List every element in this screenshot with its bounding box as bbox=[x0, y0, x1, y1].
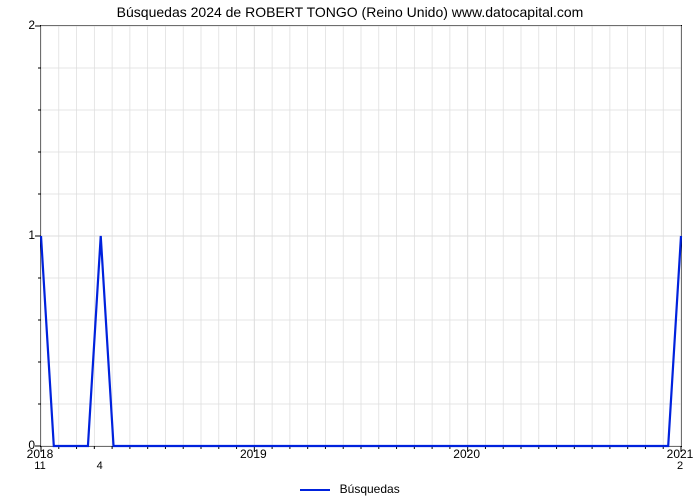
legend-label: Búsquedas bbox=[340, 482, 400, 496]
secondary-x-label: 11 bbox=[34, 460, 45, 472]
legend-swatch bbox=[300, 489, 330, 491]
x-tick-label: 2021 bbox=[667, 447, 694, 461]
chart-title: Búsquedas 2024 de ROBERT TONGO (Reino Un… bbox=[0, 4, 700, 20]
x-tick-label: 2018 bbox=[27, 447, 54, 461]
chart-container: Búsquedas 2024 de ROBERT TONGO (Reino Un… bbox=[0, 0, 700, 500]
secondary-x-label: 4 bbox=[97, 460, 103, 472]
legend: Búsquedas bbox=[0, 482, 700, 496]
plot-svg bbox=[41, 26, 681, 446]
y-tick-label: 2 bbox=[28, 18, 35, 32]
plot-area bbox=[40, 25, 682, 447]
secondary-x-label: 2 bbox=[677, 460, 683, 472]
x-tick-label: 2020 bbox=[453, 447, 480, 461]
y-tick-label: 1 bbox=[28, 228, 35, 242]
x-tick-label: 2019 bbox=[240, 447, 267, 461]
